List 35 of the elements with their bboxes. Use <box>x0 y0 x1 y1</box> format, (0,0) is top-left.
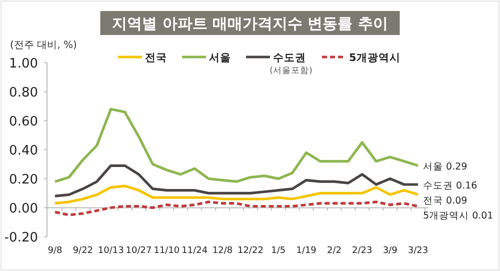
x-tick-label: 12/8 <box>212 246 233 256</box>
annotation: 5개광역시 0.01 <box>423 210 494 222</box>
annotation: 서울 0.29 <box>423 162 468 173</box>
y-tick-label: 0.00 <box>9 202 38 217</box>
y-tick-label: 1.00 <box>9 56 38 72</box>
x-tick-label: 11/10 <box>154 246 180 256</box>
x-tick-label: 10/27 <box>126 246 152 256</box>
y-tick-label: 0.20 <box>9 172 38 188</box>
legend-label: 5개광역시 <box>349 52 400 64</box>
x-tick-label: 2/23 <box>352 246 372 256</box>
legend-label: 수도권 (서울포함) <box>270 52 312 76</box>
x-tick-label: 11/24 <box>182 246 208 256</box>
annotation: 전국 0.09 <box>423 196 468 206</box>
line-series <box>54 108 420 183</box>
x-tick-label: 1/19 <box>296 246 317 256</box>
y-tick-label: 0.60 <box>9 114 38 130</box>
x-tick-label: 9/8 <box>48 246 63 256</box>
legend-label: 서울 <box>209 52 231 64</box>
chart-title: 지역별 아파트 매매가격지수 변동률 추이 <box>112 14 388 32</box>
x-tick-label: 3/23 <box>408 246 428 256</box>
legend-label: 전국 <box>145 52 167 64</box>
x-tick-label: 10/13 <box>98 246 124 256</box>
y-tick-label: 0.80 <box>9 86 38 101</box>
x-tick-label: 2/2 <box>326 246 342 256</box>
y-axis-title: (전주 대비, %) <box>10 40 77 51</box>
y-tick-label: 0.40 <box>9 144 38 159</box>
x-tick-label: 3/9 <box>382 246 398 256</box>
x-tick-label: 9/22 <box>72 246 94 256</box>
y-tick-label: -0.20 <box>4 230 38 246</box>
line-series <box>54 184 420 205</box>
line-series <box>54 200 420 216</box>
line-series <box>54 164 420 198</box>
annotation: 수도권 0.16 <box>423 180 478 192</box>
x-tick-label: 1/5 <box>271 246 286 256</box>
x-tick-label: 12/22 <box>237 246 264 256</box>
